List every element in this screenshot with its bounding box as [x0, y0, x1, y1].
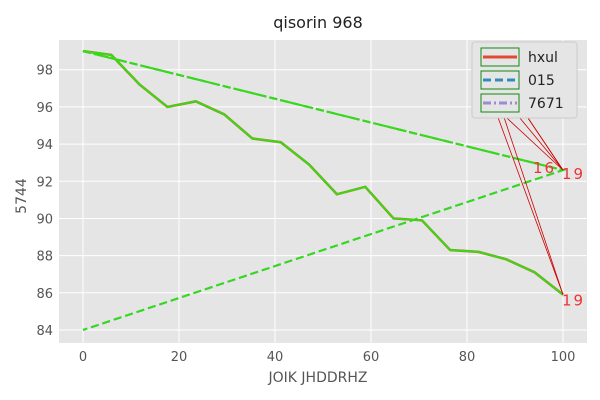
y-tick-label: 94 [36, 138, 53, 153]
y-axis-title: 5744 [14, 178, 30, 214]
grid [59, 40, 587, 343]
legend-box [471, 41, 578, 119]
x-tick-label: 0 [79, 350, 87, 365]
legend-label-hxul: hxul [528, 50, 558, 66]
x-ticks: 0 20 40 60 80 100 [79, 350, 576, 365]
legend-swatch-box [480, 47, 520, 67]
y-tick-label: 92 [36, 175, 53, 190]
x-tick-label: 20 [171, 350, 188, 365]
x-axis-title: JOIK JHDDRHZ [268, 370, 368, 386]
y-tick-label: 90 [36, 212, 53, 227]
legend-label-7671: 7671 [528, 96, 564, 112]
y-tick-label: 88 [36, 250, 53, 265]
legend: hxul 015 7671 [471, 41, 578, 119]
overlay-line-7671 [82, 50, 564, 172]
x-tick-label: 40 [267, 350, 284, 365]
x-tick-label: 60 [363, 350, 380, 365]
y-tick-label: 96 [36, 101, 53, 116]
x-tick-label: 100 [551, 350, 576, 365]
annotation-label: 19 [562, 165, 585, 183]
x-tick-label: 80 [459, 350, 476, 365]
y-tick-label: 84 [36, 324, 53, 339]
chart-title: qisorin 968 [273, 13, 363, 32]
legend-swatch-box [480, 70, 520, 90]
annotation-label: 16 [533, 159, 556, 177]
y-tick-label: 86 [36, 287, 53, 302]
annotation-label: 19 [562, 292, 585, 310]
overlay-line-hxul [82, 50, 564, 296]
y-ticks: 84 86 88 90 92 94 96 98 [36, 64, 53, 339]
legend-swatch-box [480, 93, 520, 113]
legend-label-015: 015 [528, 73, 555, 89]
y-tick-label: 98 [36, 64, 53, 79]
